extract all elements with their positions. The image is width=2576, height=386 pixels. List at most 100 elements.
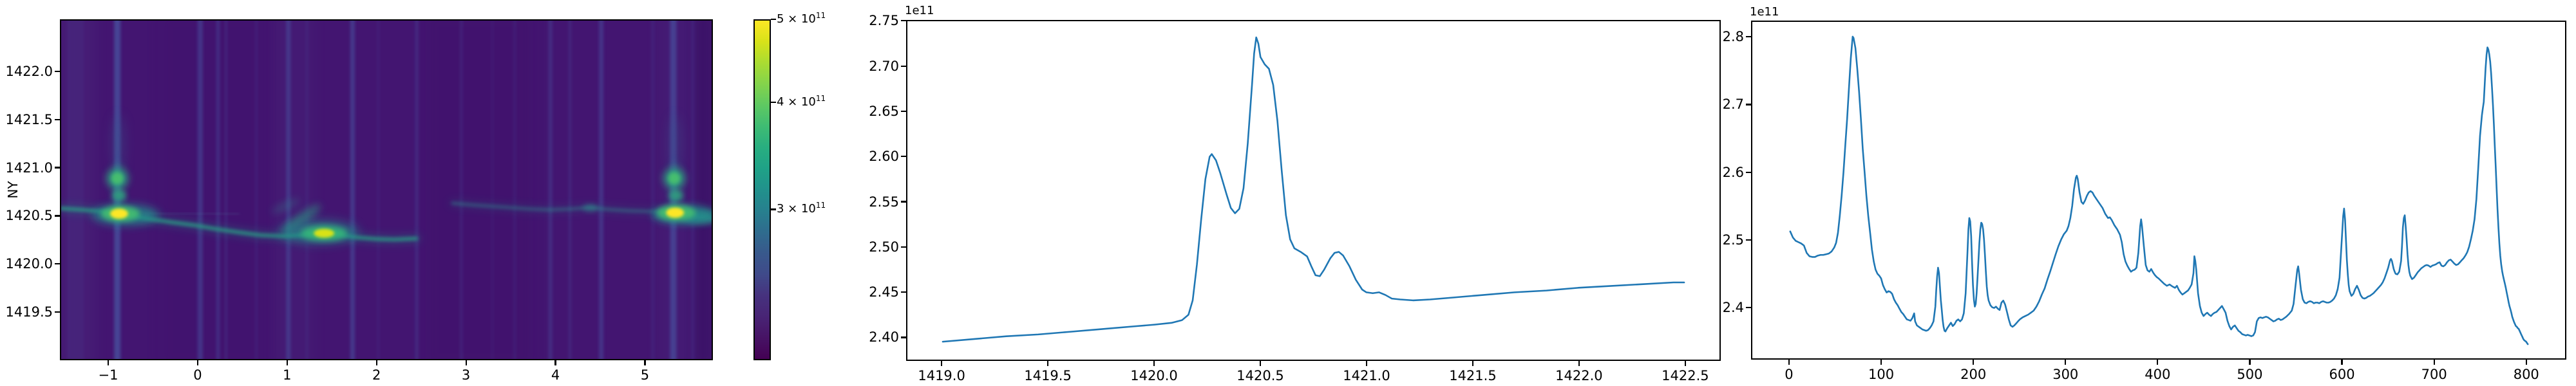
x-tick-mark [1153,361,1155,366]
driftscan-axes [1751,21,2566,360]
y-tick-mark [55,311,60,313]
y-tick-label: 2.70 [869,58,899,74]
x-tick-mark [1365,361,1368,366]
x-tick-label: 1420.0 [1130,368,1178,383]
x-tick-label: 700 [2421,367,2447,382]
y-tick-label: 2.75 [869,13,899,29]
y-tick-mark [55,70,60,72]
y-tick-label: 2.55 [869,194,899,210]
y-tick-mark [901,20,906,22]
x-tick-label: 300 [2052,367,2079,382]
x-tick-label: 1421.0 [1343,368,1390,383]
x-tick-mark [1788,360,1790,365]
x-tick-label: 0 [1785,367,1794,382]
y-tick-label: 1421.5 [5,111,53,127]
y-tick-mark [901,201,906,203]
y-tick-label: 1420.5 [5,208,53,224]
x-tick-label: 600 [2329,367,2355,382]
driftscan-y-offset-label: 1e11 [1750,5,1779,19]
spectrum-axes [906,20,1721,361]
x-tick-mark [2433,360,2435,365]
x-tick-label: 100 [1868,367,1895,382]
y-tick-label: 2.40 [869,329,899,345]
spectrum-cut-plot-area [942,36,1685,343]
x-tick-label: 2 [372,367,381,383]
x-tick-mark [1578,361,1580,366]
x-tick-mark [1880,360,1882,365]
x-tick-label: 1420.5 [1236,368,1284,383]
x-tick-label: 3 [461,367,471,383]
x-tick-label: 800 [2513,367,2539,382]
colorbar [753,19,771,360]
x-tick-mark [2157,360,2159,365]
y-tick-mark [901,65,906,67]
colorbar-tick-label: 4 × 1011 [777,94,826,109]
y-tick-label: 2.45 [869,284,899,300]
x-tick-label: 1421.5 [1449,368,1497,383]
colorbar-tick-mark [771,208,776,210]
y-tick-mark [1746,104,1751,106]
y-tick-mark [55,263,60,265]
y-tick-label: 2.50 [869,239,899,255]
y-tick-mark [1746,239,1751,241]
x-tick-mark [286,360,288,365]
colorbar-tick-label: 5 × 1011 [777,11,826,26]
y-tick-label: 2.6 [1722,164,1744,180]
y-tick-mark [901,336,906,338]
x-tick-mark [941,361,943,366]
x-tick-label: 1 [283,367,292,383]
x-tick-mark [465,360,467,365]
y-tick-mark [55,167,60,169]
x-tick-label: 0 [193,367,202,383]
x-tick-mark [554,360,556,365]
y-tick-mark [55,215,60,217]
x-tick-mark [375,360,377,365]
drift-scan-plot-area [1789,35,2529,345]
x-tick-mark [644,360,646,365]
x-tick-mark [107,360,109,365]
y-tick-mark [901,156,906,158]
x-tick-label: 500 [2237,367,2263,382]
y-tick-label: 2.60 [869,149,899,165]
x-tick-label: 1422.5 [1662,368,1709,383]
y-tick-mark [1746,171,1751,173]
y-tick-mark [1746,36,1751,38]
colorbar-tick-mark [771,101,776,104]
y-tick-label: 1421.0 [5,160,53,176]
spectrum-cut-line [942,36,1685,343]
y-tick-label: 1419.5 [5,304,53,320]
x-tick-label: 5 [640,367,650,383]
x-tick-label: 4 [551,367,560,383]
x-tick-mark [196,360,198,365]
spectrum-y-offset-label: 1e11 [905,4,934,17]
x-tick-mark [1046,361,1049,366]
x-tick-mark [1259,361,1262,366]
heatmap-axes [60,19,713,360]
x-tick-label: 400 [2145,367,2171,382]
drift-scan-line [1789,35,2529,345]
y-tick-label: 1420.0 [5,256,53,272]
y-tick-label: 2.5 [1722,232,1744,248]
colorbar-tick-mark [771,18,776,21]
x-tick-label: 200 [1960,367,1987,382]
y-tick-mark [901,291,906,293]
x-tick-label: −1 [98,367,118,383]
x-tick-mark [2249,360,2251,365]
heatmap-y-axis-label: NY [5,181,21,199]
y-tick-label: 1422.0 [5,63,53,79]
y-tick-label: 2.8 [1722,29,1744,45]
y-tick-label: 2.65 [869,103,899,119]
heatmap-image [61,21,712,359]
x-tick-mark [2341,360,2343,365]
y-tick-mark [901,246,906,248]
x-tick-mark [2065,360,2067,365]
y-tick-label: 2.4 [1722,300,1744,315]
y-tick-mark [55,118,60,120]
y-tick-mark [1746,306,1751,309]
y-tick-mark [901,110,906,113]
x-tick-label: 1419.0 [918,368,965,383]
colorbar-tick-label: 3 × 1011 [777,201,826,216]
x-tick-mark [1684,361,1686,366]
x-tick-label: 1419.5 [1024,368,1072,383]
